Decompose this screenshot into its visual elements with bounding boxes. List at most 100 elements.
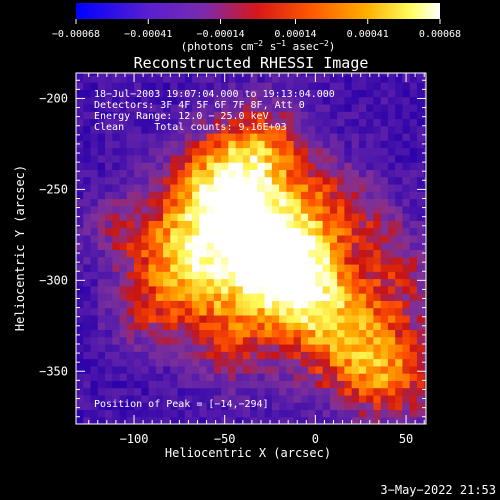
heatmap-cell xyxy=(235,89,244,98)
heatmap-cell xyxy=(300,103,309,112)
heatmap-cell xyxy=(373,234,382,243)
heatmap-cell xyxy=(286,314,295,323)
heatmap-cell xyxy=(184,191,193,200)
heatmap-cell xyxy=(373,256,382,265)
heatmap-cell xyxy=(373,285,382,294)
heatmap-cell xyxy=(242,365,251,374)
heatmap-cell xyxy=(119,394,128,403)
heatmap-cell xyxy=(373,365,382,374)
heatmap-cell xyxy=(344,183,353,192)
heatmap-cell xyxy=(358,322,367,331)
heatmap-cell xyxy=(344,402,353,411)
heatmap-cell xyxy=(199,307,208,316)
heatmap-cell xyxy=(402,336,411,345)
heatmap-cell xyxy=(97,307,106,316)
heatmap-cell xyxy=(373,409,382,418)
heatmap-cell xyxy=(315,256,324,265)
heatmap-cell xyxy=(409,336,418,345)
heatmap-cell xyxy=(126,314,135,323)
heatmap-cell xyxy=(424,307,426,316)
heatmap-cell xyxy=(134,183,142,192)
heatmap-cell xyxy=(170,125,179,134)
heatmap-cell xyxy=(395,380,404,389)
heatmap-cell xyxy=(387,322,396,331)
heatmap-cell xyxy=(184,213,193,221)
heatmap-cell xyxy=(155,285,164,294)
heatmap-cell xyxy=(402,133,411,141)
heatmap-cell xyxy=(402,183,411,192)
heatmap-cell xyxy=(141,263,150,272)
heatmap-cell xyxy=(141,242,150,251)
heatmap-cell xyxy=(337,416,345,424)
heatmap-cell xyxy=(351,285,360,294)
heatmap-cell xyxy=(380,111,389,120)
heatmap-cell xyxy=(192,336,200,345)
heatmap-cell xyxy=(315,234,324,243)
heatmap-cell xyxy=(271,147,280,156)
heatmap-cell xyxy=(163,213,171,221)
heatmap-cell xyxy=(315,147,324,156)
heatmap-cell xyxy=(119,322,128,331)
heatmap-cell xyxy=(395,118,404,127)
heatmap-cell xyxy=(177,358,186,367)
heatmap-cell xyxy=(105,154,113,163)
heatmap-cell xyxy=(308,365,316,374)
heatmap-cell xyxy=(380,365,389,374)
heatmap-cell xyxy=(148,380,157,389)
heatmap-cell xyxy=(279,147,287,156)
heatmap-cell xyxy=(112,191,121,200)
heatmap-cell xyxy=(322,118,331,127)
heatmap-cell xyxy=(380,234,389,243)
heatmap-cell xyxy=(380,74,389,83)
heatmap-cell xyxy=(366,373,375,381)
heatmap-cell xyxy=(271,402,280,411)
heatmap-cell xyxy=(402,380,411,389)
heatmap-cell xyxy=(416,213,425,221)
heatmap-cell xyxy=(271,242,280,251)
heatmap-cell xyxy=(105,263,113,272)
heatmap-cell xyxy=(308,140,316,149)
heatmap-cell xyxy=(235,205,244,214)
heatmap-cell xyxy=(395,140,404,149)
heatmap-cell xyxy=(322,154,331,163)
heatmap-cell xyxy=(184,140,193,149)
heatmap-cell xyxy=(380,96,389,105)
heatmap-cell xyxy=(308,191,316,200)
heatmap-cell xyxy=(380,314,389,323)
heatmap-cell xyxy=(315,387,324,396)
heatmap-cell xyxy=(148,402,157,411)
heatmap-cell xyxy=(308,336,316,345)
heatmap-cell xyxy=(286,278,295,287)
heatmap-cell xyxy=(293,256,302,265)
heatmap-cell xyxy=(126,242,135,251)
heatmap-cell xyxy=(286,89,295,98)
heatmap-cell xyxy=(221,191,229,200)
heatmap-cell xyxy=(76,351,84,360)
heatmap-cell xyxy=(126,329,135,338)
heatmap-cell xyxy=(293,358,302,367)
heatmap-cell xyxy=(97,176,106,185)
heatmap-cell xyxy=(119,373,128,381)
heatmap-cell xyxy=(177,118,186,127)
heatmap-cell xyxy=(199,74,208,83)
heatmap-cell xyxy=(170,140,179,149)
heatmap-cell xyxy=(424,336,426,345)
colorbar-ticks xyxy=(75,19,441,24)
heatmap-cell xyxy=(380,191,389,200)
heatmap-cell xyxy=(177,409,186,418)
heatmap-cell xyxy=(293,351,302,360)
heatmap-cell xyxy=(235,416,244,424)
heatmap-cell xyxy=(83,293,92,301)
heatmap-cell xyxy=(344,249,353,258)
heatmap-cell xyxy=(387,380,396,389)
heatmap-cell xyxy=(105,343,113,352)
heatmap-cell xyxy=(141,365,150,374)
heatmap-cell xyxy=(105,336,113,345)
heatmap-cell xyxy=(90,285,99,294)
heatmap-cell xyxy=(112,271,121,280)
heatmap-cell xyxy=(97,111,106,120)
heatmap-cell xyxy=(424,256,426,265)
heatmap-cell xyxy=(322,140,331,149)
heatmap-cell xyxy=(308,358,316,367)
heatmap-cell xyxy=(395,73,404,76)
